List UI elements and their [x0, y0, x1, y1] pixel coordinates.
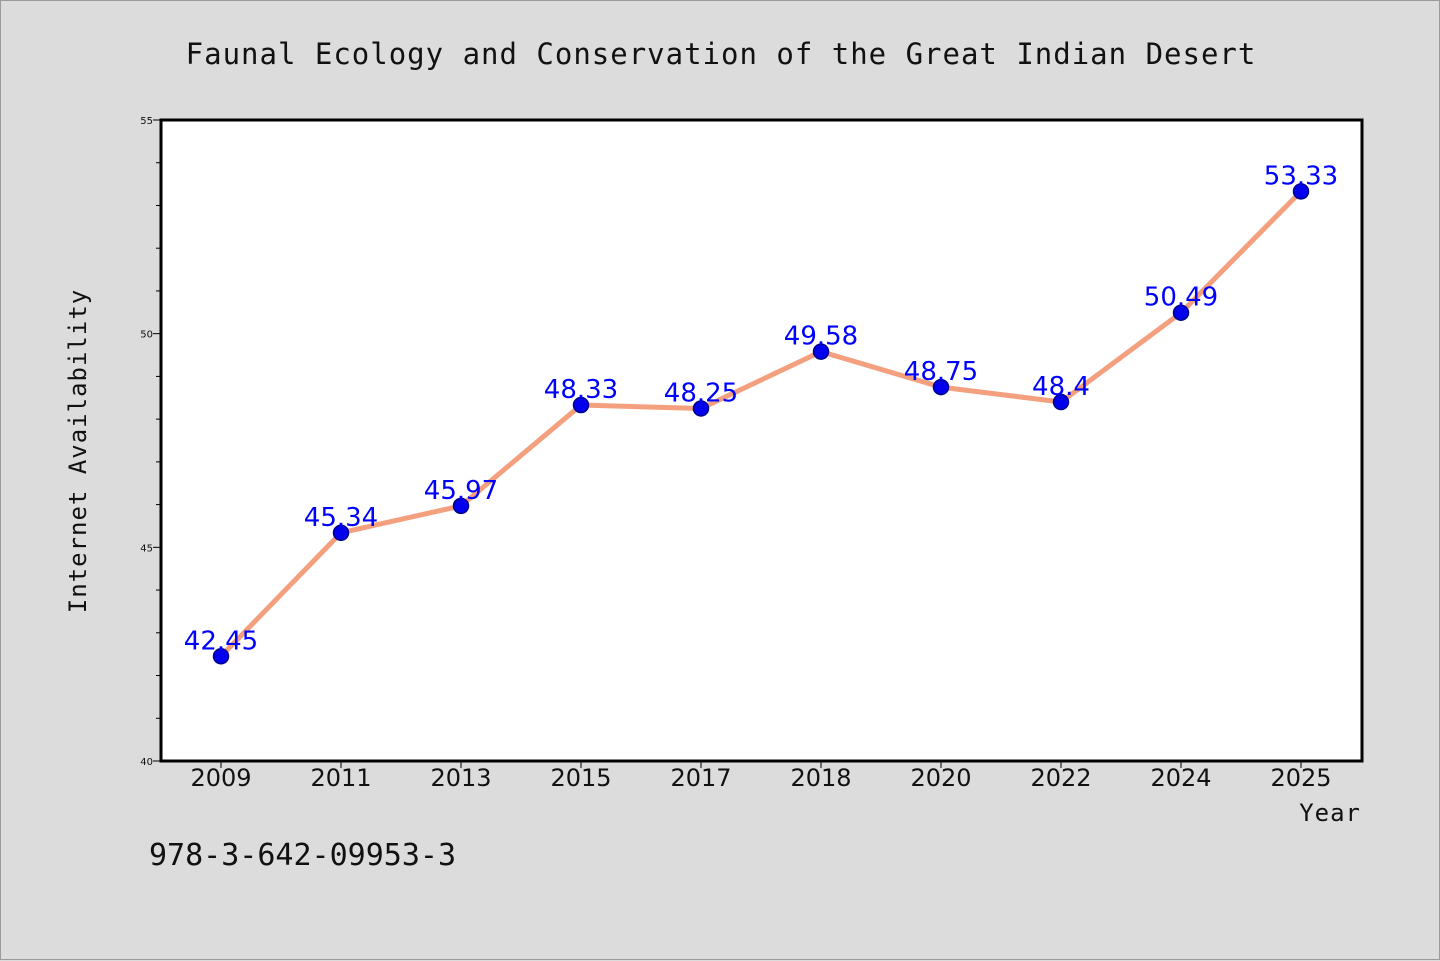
data-label: 45.97: [424, 476, 498, 506]
data-label: 48.75: [904, 357, 978, 387]
x-tick-label: 2024: [1150, 764, 1211, 792]
y-axis-title: Internet Availability: [64, 289, 92, 613]
isbn-text: 978-3-642-09953-3: [149, 838, 456, 873]
data-label: 48.33: [544, 375, 618, 405]
y-tick-label: 55: [140, 116, 153, 127]
data-point: [932, 378, 950, 396]
y-axis: 40 45 50 55: [140, 116, 161, 768]
data-point: [452, 497, 470, 515]
x-tick-label: 2011: [310, 764, 371, 792]
x-tick-label: 2015: [550, 764, 611, 792]
data-point: [332, 524, 350, 542]
x-tick-label: 2020: [910, 764, 971, 792]
data-point: [692, 400, 710, 417]
y-tick-label: 45: [140, 543, 153, 554]
x-tick-label: 2018: [790, 764, 851, 792]
chart-title: Faunal Ecology and Conservation of the G…: [186, 37, 1257, 71]
data-label: 45.34: [304, 503, 378, 533]
y-tick-label: 40: [140, 757, 153, 768]
data-label: 48.4: [1032, 372, 1090, 402]
data-point: [212, 648, 230, 665]
x-axis: 2009 2011 2013 2015 2017 2018 2020 2022 2024 2025: [190, 761, 1332, 792]
x-tick-label: 2013: [430, 764, 491, 792]
data-label: 50.49: [1144, 283, 1218, 313]
data-point: [1052, 393, 1070, 411]
data-point: [1292, 183, 1310, 200]
x-tick-label: 2022: [1030, 764, 1091, 792]
data-label: 53.33: [1264, 161, 1338, 191]
plot-area: [159, 118, 1364, 763]
x-tick-label: 2025: [1270, 764, 1331, 792]
data-label: 48.25: [664, 378, 738, 408]
data-point: [812, 343, 830, 360]
data-label: 42.45: [184, 626, 258, 656]
x-tick-label: 2017: [670, 764, 731, 792]
series-layer: 42.45 45.34 45.97 48.33 48.25 49.58 48.75 48.4 5…: [184, 161, 1338, 665]
data-point: [572, 396, 590, 414]
data-point: [1172, 304, 1190, 321]
series-line: [218, 188, 1304, 659]
x-axis-title: Year: [1299, 799, 1361, 827]
data-label: 49.58: [784, 322, 858, 352]
y-tick-label: 50: [140, 330, 153, 341]
x-tick-label: 2009: [190, 764, 251, 792]
